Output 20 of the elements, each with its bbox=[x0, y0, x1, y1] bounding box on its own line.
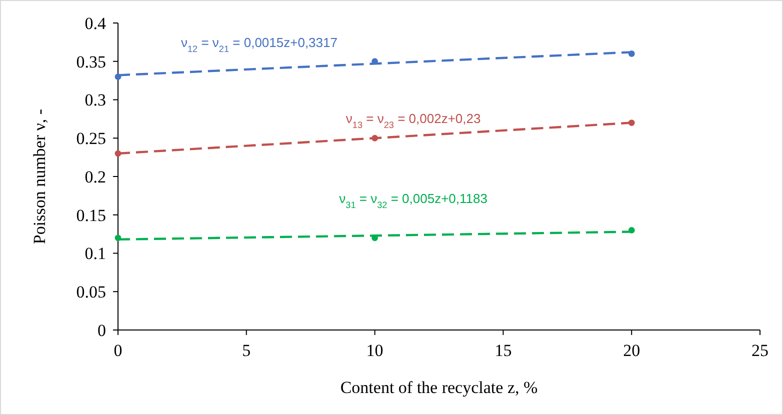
x-tick-label: 20 bbox=[623, 341, 640, 360]
series-label: ν$_{12}$ = ν$_{21}$ = 0,0015z+0,3317 bbox=[180, 34, 338, 54]
y-tick-label: 0.15 bbox=[76, 206, 106, 225]
x-axis-title: Content of the recyclate z, % bbox=[340, 378, 538, 397]
y-tick-label: 0.4 bbox=[84, 14, 106, 33]
x-tick-label: 0 bbox=[114, 341, 122, 360]
y-tick-label: 0 bbox=[98, 320, 106, 340]
y-tick-label: 0.3 bbox=[84, 90, 106, 110]
y-tick-label: 0.1 bbox=[84, 244, 106, 264]
y-tick-label: 0.25 bbox=[76, 129, 106, 148]
x-tick-label: 15 bbox=[494, 341, 512, 360]
series-label: ν$_{31}$ = ν$_{32}$ = 0,005z+0,1183 bbox=[339, 191, 488, 210]
x-tick-label: 10 bbox=[366, 341, 384, 360]
y-tick-label: 0.05 bbox=[76, 282, 106, 302]
x-tick-label: 25 bbox=[752, 341, 768, 360]
series-label: ν$_{13}$ = ν$_{23}$ = 0,002z+0,23 bbox=[346, 110, 481, 130]
y-tick-label: 0.35 bbox=[76, 52, 106, 72]
y-axis-title: Poisson number ν, - bbox=[30, 108, 49, 244]
x-tick-label: 5 bbox=[242, 341, 251, 360]
y-tick-label: 0.2 bbox=[84, 167, 106, 186]
